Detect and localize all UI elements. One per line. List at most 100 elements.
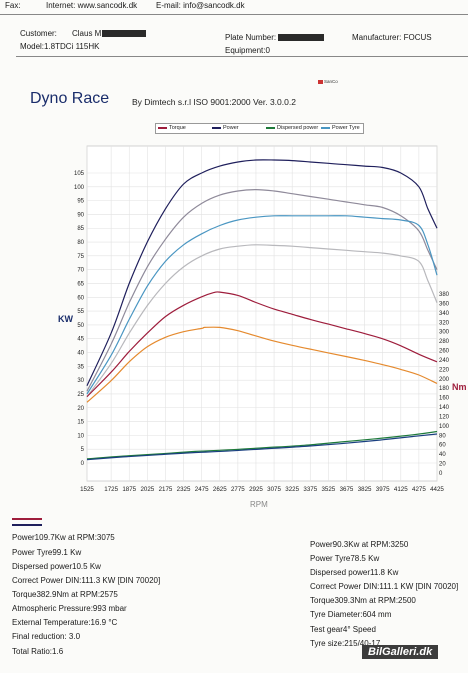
x-tick-label: 1875 bbox=[122, 486, 136, 493]
y-left-tick-label: 45 bbox=[77, 337, 84, 343]
y-left-tick-label: 55 bbox=[77, 309, 84, 315]
result-left-line-8: Total Ratio:1.6 bbox=[12, 647, 64, 656]
y-left-tick-label: 30 bbox=[77, 378, 84, 384]
dyno-chart: 1525 1725 1875 2025 2175 2325 2475 2625 2775 2925… bbox=[58, 145, 467, 509]
customer-name: Claus M bbox=[72, 29, 102, 38]
legend-swatch-tyre bbox=[321, 127, 330, 129]
y-right-tick-label: 380 bbox=[439, 292, 450, 298]
y-left-tick-label: 5 bbox=[81, 447, 85, 453]
y-axis-label-right: Nm bbox=[452, 382, 467, 392]
header-divider-top bbox=[0, 14, 468, 15]
y-left-tick-label: 15 bbox=[77, 420, 84, 426]
result-left-line-3: Correct Power DIN:111.3 KW [DIN 70020] bbox=[12, 576, 161, 585]
email-text: E-mail: info@sancodk.dk bbox=[156, 1, 245, 10]
y-left-tick-label: 0 bbox=[81, 461, 85, 467]
y-left-tick-label: 20 bbox=[77, 406, 84, 412]
y-right-tick-label: 180 bbox=[439, 386, 450, 392]
legend-swatch-dispersed bbox=[266, 127, 275, 129]
fax-label: Fax: bbox=[5, 1, 21, 10]
plate-text: Plate Number: bbox=[225, 33, 277, 42]
grid-lines bbox=[86, 146, 438, 481]
result-left-line-6: External Temperature:16.9 °C bbox=[12, 618, 118, 627]
x-tick-label: 2175 bbox=[159, 486, 173, 493]
y-left-tick-label: 70 bbox=[77, 268, 84, 274]
y-left-tick-label: 50 bbox=[77, 323, 84, 329]
x-tick-label: 3675 bbox=[340, 486, 354, 493]
plate-label: Plate Number: bbox=[225, 33, 325, 42]
model-text: Model:1.8TDCi 115HK bbox=[20, 42, 100, 51]
watermark-logo: BilGalleri.dk bbox=[362, 645, 439, 659]
x-tick-label: 1725 bbox=[104, 486, 118, 493]
y-left-tick-label: 105 bbox=[74, 171, 85, 177]
chart-legend: Torque Power Dispersed power Power Tyre bbox=[155, 123, 364, 134]
x-tick-label: 3975 bbox=[376, 486, 390, 493]
plot-area bbox=[86, 145, 438, 482]
x-axis-label: RPM bbox=[250, 500, 268, 509]
result-right-line-5: Tyre Diameter:604 mm bbox=[310, 610, 392, 619]
x-tick-label: 3075 bbox=[267, 486, 281, 493]
y-right-tick-label: 320 bbox=[439, 320, 450, 326]
header-divider-bottom bbox=[16, 56, 468, 57]
result-right-line-6: Test gear4° Speed bbox=[310, 625, 376, 634]
y-left-tick-label: 85 bbox=[77, 226, 84, 232]
axes: 1525 1725 1875 2025 2175 2325 2475 2625 2775 2925… bbox=[74, 171, 450, 493]
x-tick-label: 2775 bbox=[231, 486, 245, 493]
legend-swatch-power bbox=[212, 127, 221, 129]
series-line-power-tyre-tyre-b bbox=[86, 244, 438, 398]
legend-label-power: Power bbox=[223, 125, 239, 131]
y-right-tick-label: 280 bbox=[439, 339, 450, 345]
x-tick-label: 2625 bbox=[213, 486, 227, 493]
legend-swatch-torque bbox=[158, 127, 167, 129]
plate-redaction bbox=[278, 34, 325, 42]
sanco-logo: SanCo bbox=[318, 79, 338, 84]
y-left-tick-label: 60 bbox=[77, 295, 84, 301]
sanco-logo-text: SanCo bbox=[324, 79, 338, 84]
legend-item-torque: Torque bbox=[158, 125, 186, 131]
result-left-line-5: Atmospheric Pressure:993 mbar bbox=[12, 604, 127, 613]
x-tick-label: 2325 bbox=[177, 486, 191, 493]
legend-label-dispersed: Dispersed power bbox=[277, 125, 319, 131]
customer-redaction bbox=[102, 30, 147, 38]
x-tick-label: 4425 bbox=[430, 486, 444, 493]
y-right-tick-label: 60 bbox=[439, 443, 446, 449]
y-left-tick-label: 25 bbox=[77, 392, 84, 398]
y-left-tick-label: 10 bbox=[77, 433, 84, 439]
y-right-tick-label: 120 bbox=[439, 414, 450, 420]
y-right-tick-label: 300 bbox=[439, 330, 450, 336]
y-right-tick-label: 200 bbox=[439, 377, 450, 383]
series-line-dispersed-power-dispersed-a bbox=[86, 430, 438, 460]
y-right-tick-label: 360 bbox=[439, 301, 450, 307]
series-line-power-power-b bbox=[86, 189, 438, 392]
customer-label: Customer: bbox=[20, 29, 57, 38]
result-left-line-2: Dispersed power10.5 Kw bbox=[12, 562, 101, 571]
series-line-power-power-a bbox=[86, 159, 438, 386]
y-right-tick-label: 260 bbox=[439, 349, 450, 355]
y-right-tick-label: 0 bbox=[439, 471, 443, 477]
result-right-line-0: Power90.3Kw at RPM:3250 bbox=[310, 540, 409, 549]
legend-item-power: Power bbox=[212, 125, 239, 131]
result-left-line-0: Power109.7Kw at RPM:3075 bbox=[12, 533, 115, 542]
series-lines bbox=[86, 159, 438, 461]
x-tick-label: 2475 bbox=[195, 486, 209, 493]
website-text: Internet: www.sancodk.dk bbox=[46, 1, 138, 10]
y-left-tick-label: 40 bbox=[77, 351, 84, 357]
x-tick-label: 1525 bbox=[80, 486, 94, 493]
series-line-dispersed-power-dispersed-b bbox=[86, 433, 438, 461]
y-left-tick-label: 75 bbox=[77, 254, 84, 260]
x-tick-label: 3375 bbox=[303, 486, 317, 493]
result-left-line-7: Final reduction: 3.0 bbox=[12, 632, 81, 641]
x-tick-label: 3525 bbox=[321, 486, 335, 493]
y-left-tick-label: 65 bbox=[77, 281, 84, 287]
x-tick-label: 2925 bbox=[249, 486, 263, 493]
manufacturer-text: Manufacturer: FOCUS bbox=[352, 33, 432, 42]
y-right-tick-label: 40 bbox=[439, 452, 446, 458]
y-right-tick-label: 100 bbox=[439, 424, 450, 430]
x-tick-label: 4125 bbox=[394, 486, 408, 493]
y-right-tick-label: 240 bbox=[439, 358, 450, 364]
x-tick-label: 3825 bbox=[358, 486, 372, 493]
y-left-tick-label: 100 bbox=[74, 185, 85, 191]
equipment-text: Equipment:0 bbox=[225, 46, 270, 55]
results-swatch-blue bbox=[12, 524, 42, 526]
result-left-line-4: Torque382.9Nm at RPM:2575 bbox=[12, 590, 118, 599]
y-right-tick-label: 220 bbox=[439, 367, 450, 373]
